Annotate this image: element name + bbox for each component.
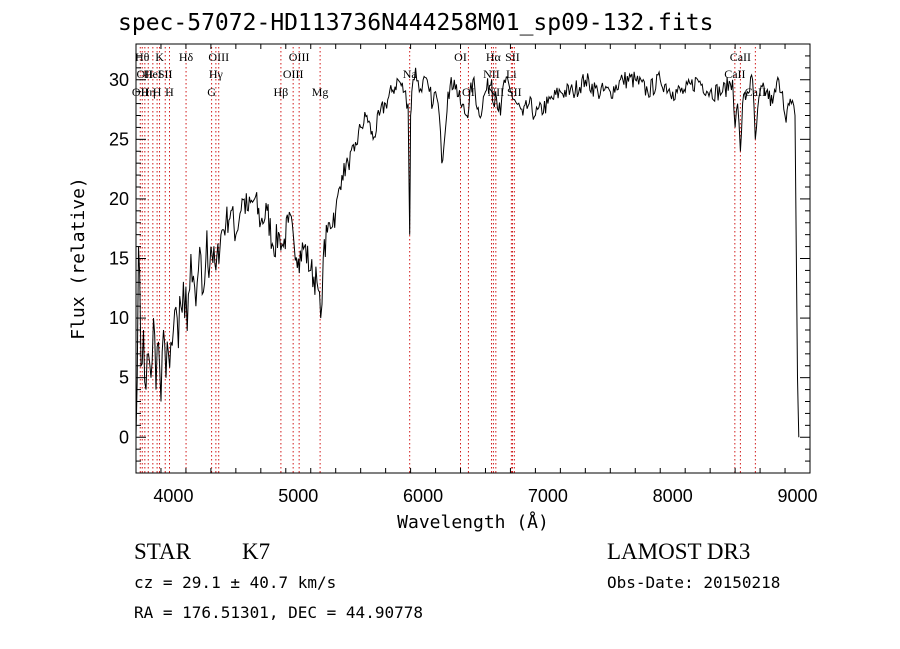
line-label-oiii: OIII (208, 50, 229, 64)
line-label-oiii: OIII (289, 50, 310, 64)
ra-dec-coordinates: RA = 176.51301, DEC = 44.90778 (134, 603, 423, 622)
line-label-na: Na (403, 67, 418, 81)
object-class: STAR (134, 539, 191, 564)
line-label-hδ: Hδ (179, 50, 194, 64)
line-label-k: K (155, 50, 164, 64)
x-axis-label: Wavelength (Å) (397, 511, 549, 533)
line-label-oii: OII (137, 67, 154, 81)
line-label-hα: Hα (486, 50, 502, 64)
line-label-caii: CaII (724, 67, 745, 81)
y-tick-label: 20 (109, 189, 129, 209)
x-tick-label: 6000 (403, 486, 443, 506)
y-tick-label: 5 (119, 368, 129, 388)
y-tick-label: 25 (109, 129, 129, 149)
line-label-h: H (153, 85, 162, 99)
x-tick-label: 9000 (777, 486, 817, 506)
y-tick-label: 0 (119, 427, 129, 447)
line-label-hβ: Hβ (274, 85, 289, 99)
x-tick-label: 5000 (278, 486, 318, 506)
line-label-sii: SII (505, 50, 520, 64)
line-label-nii: NII (483, 67, 500, 81)
line-label-h: H (165, 85, 174, 99)
chart-title: spec-57072-HD113736N444258M01_sp09-132.f… (118, 10, 714, 36)
survey-name: LAMOST DR3 (607, 539, 751, 564)
line-label-sii: SII (507, 85, 522, 99)
observation-date: Obs-Date: 20150218 (607, 573, 781, 592)
line-label-hη: Hη (141, 85, 156, 99)
line-label-mg: Mg (312, 85, 329, 99)
line-label-oi: OI (462, 85, 475, 99)
plot-frame (135, 43, 811, 474)
x-tick-label: 7000 (528, 486, 568, 506)
x-tick-label: 4000 (153, 486, 193, 506)
line-label-hθ: Hθ (135, 50, 150, 64)
spectrum-line (135, 67, 800, 438)
line-label-hγ: Hγ (209, 67, 224, 81)
y-tick-label: 10 (109, 308, 129, 328)
line-label-sii: SII (158, 67, 173, 81)
x-tick-label: 8000 (653, 486, 693, 506)
line-label-hei: HeI (144, 67, 162, 81)
line-label-oii: OII (132, 85, 149, 99)
object-subclass: K7 (242, 539, 271, 564)
line-label-caii: CaII (730, 50, 751, 64)
line-label-li: Li (506, 67, 517, 81)
y-tick-label: 30 (109, 70, 129, 90)
redshift-velocity: cz = 29.1 ± 40.7 km/s (134, 573, 337, 592)
line-label-g: G (207, 85, 216, 99)
line-label-oi: OI (454, 50, 467, 64)
y-axis-label: Flux (relative) (68, 177, 89, 340)
line-label-nii: NII (488, 85, 505, 99)
line-label-caii: CaII (745, 85, 766, 99)
y-tick-label: 15 (109, 249, 129, 269)
line-label-oiii: OIII (283, 67, 304, 81)
